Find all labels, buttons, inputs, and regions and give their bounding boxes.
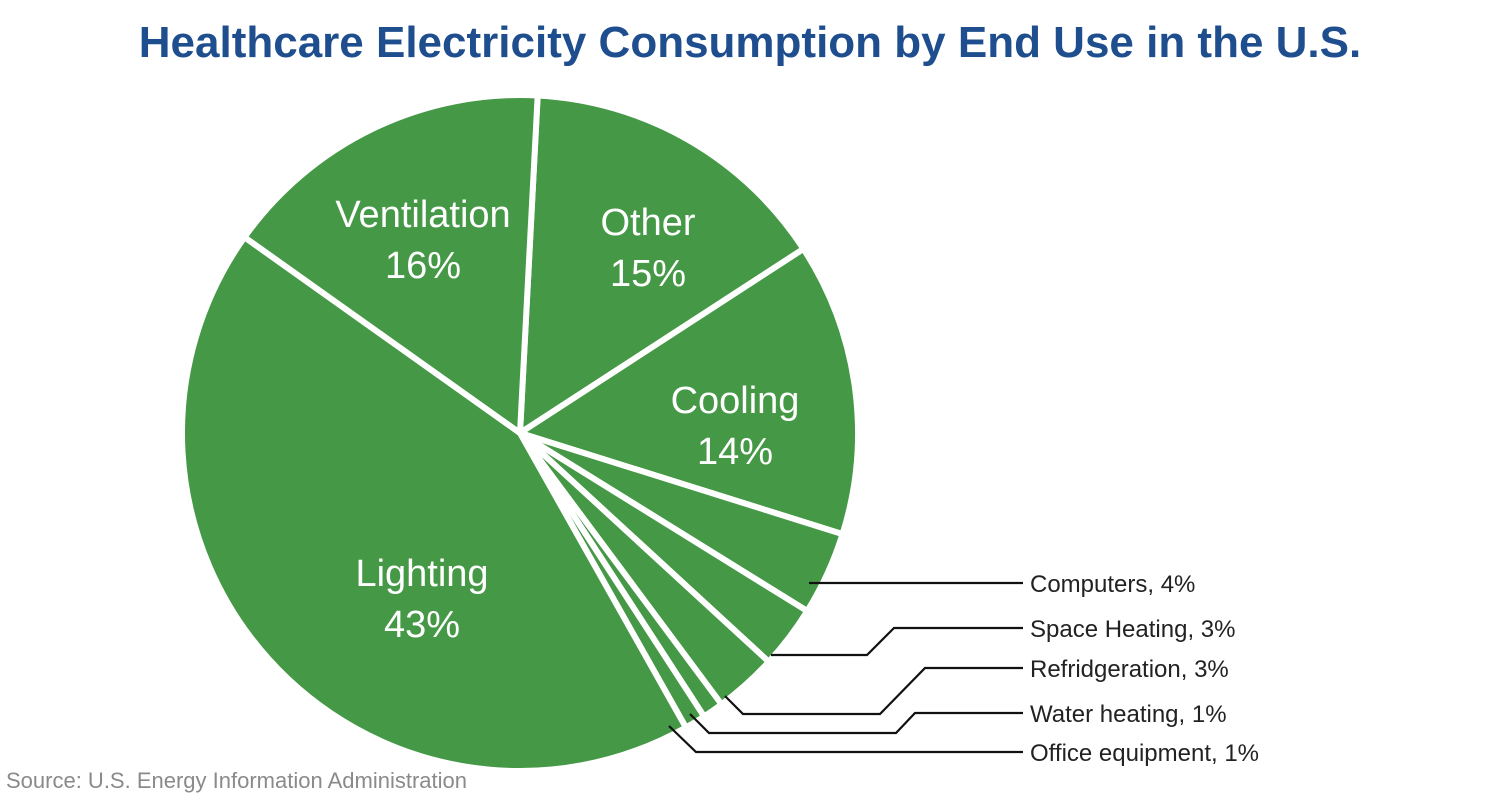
slice-label-office-equipment: Office equipment, 1% xyxy=(1030,740,1259,767)
slice-label-computers: Computers, 4% xyxy=(1030,571,1195,598)
leader-line-refridgeration xyxy=(724,666,1023,716)
leader-line-space-heating xyxy=(771,626,1023,657)
slice-value-ventilation: 16% xyxy=(385,245,461,287)
leader-line-water-heating xyxy=(689,711,1023,735)
chart-title: Healthcare Electricity Consumption by En… xyxy=(138,18,1362,67)
slice-label-cooling: Cooling xyxy=(671,380,800,422)
slice-label-refridgeration: Refridgeration, 3% xyxy=(1030,656,1229,683)
slice-label-lighting: Lighting xyxy=(355,553,488,595)
slice-label-space-heating: Space Heating, 3% xyxy=(1030,616,1235,643)
slice-value-cooling: 14% xyxy=(697,431,773,473)
pie-slice-ventilation xyxy=(241,92,541,436)
leader-line-office-equipment xyxy=(668,725,1023,754)
slice-label-ventilation: Ventilation xyxy=(335,194,510,236)
slice-label-water-heating: Water heating, 1% xyxy=(1030,701,1227,728)
pie-slice-other xyxy=(517,92,807,436)
slice-label-other: Other xyxy=(600,202,695,244)
pie-slice-cooling xyxy=(517,245,861,538)
slice-value-other: 15% xyxy=(610,253,686,295)
pie-slice-lighting xyxy=(179,234,689,774)
source-note: Source: U.S. Energy Information Administ… xyxy=(6,768,467,793)
slice-value-lighting: 43% xyxy=(384,604,460,646)
